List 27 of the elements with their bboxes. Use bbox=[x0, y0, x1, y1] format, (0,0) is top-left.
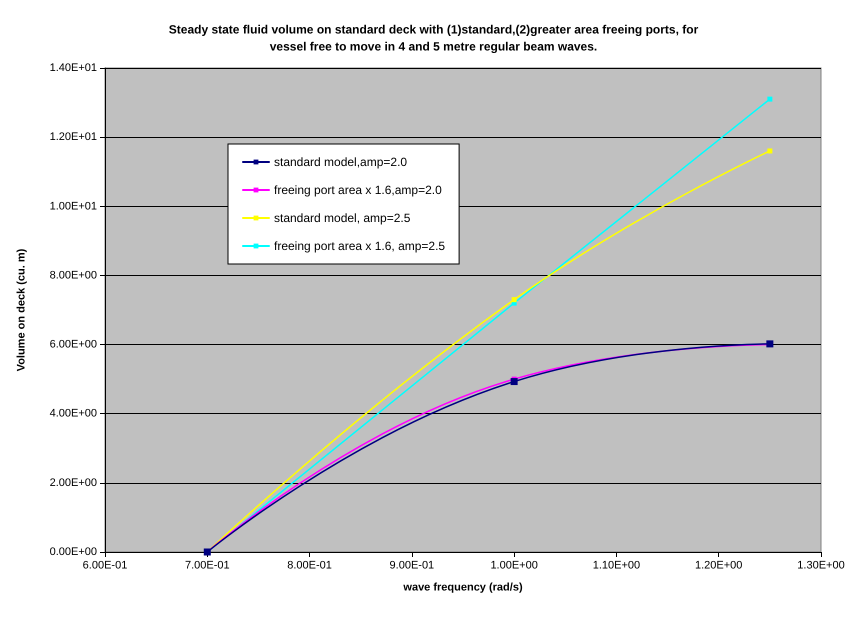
y-tick-label: 0.00E+00 bbox=[50, 546, 97, 558]
legend-label: standard model,amp=2.0 bbox=[274, 155, 408, 169]
x-tick-label: 6.00E-01 bbox=[82, 560, 128, 572]
point bbox=[512, 297, 517, 302]
point bbox=[767, 148, 772, 154]
legend-label: freeing port area x 1.6,amp=2.0 bbox=[274, 183, 442, 197]
x-tick-label: 8.00E-01 bbox=[287, 560, 332, 572]
y-tick-label: 2.00E+00 bbox=[50, 476, 97, 489]
y-tick-label: 6.00E+00 bbox=[50, 338, 97, 351]
legend-label: standard model, amp=2.5 bbox=[274, 211, 411, 225]
x-tick-label: 9.00E-01 bbox=[390, 560, 434, 572]
legend-label: freeing port area x 1.6, amp=2.5 bbox=[274, 239, 446, 253]
point bbox=[767, 96, 772, 102]
point bbox=[510, 378, 518, 386]
x-axis-title: wave frequency (rad/s) bbox=[402, 582, 523, 594]
y-tick-label: 1.40E+01 bbox=[50, 62, 97, 74]
y-tick-label: 8.00E+00 bbox=[50, 269, 97, 282]
y-axis-title: Volume on deck (cu. m) bbox=[16, 248, 28, 372]
y-tick-label: 1.00E+01 bbox=[50, 200, 97, 212]
y-tick-label: 1.20E+01 bbox=[50, 131, 97, 144]
x-tick-label: 1.30E+00 bbox=[797, 560, 845, 572]
x-tick-label: 1.10E+00 bbox=[592, 560, 640, 572]
chart-title: Steady state fluid volume on standard deck with (1)standard,(2)greater area freeing ports, for vessel free to move in 4 and 5 metre regular beam waves. bbox=[168, 22, 699, 54]
x-tick-label: 1.00E+00 bbox=[490, 560, 538, 572]
y-tick-label: 4.00E+00 bbox=[50, 408, 97, 420]
x-tick-label: 7.00E-01 bbox=[184, 560, 230, 572]
x-tick-label: 1.20E+00 bbox=[695, 560, 742, 572]
